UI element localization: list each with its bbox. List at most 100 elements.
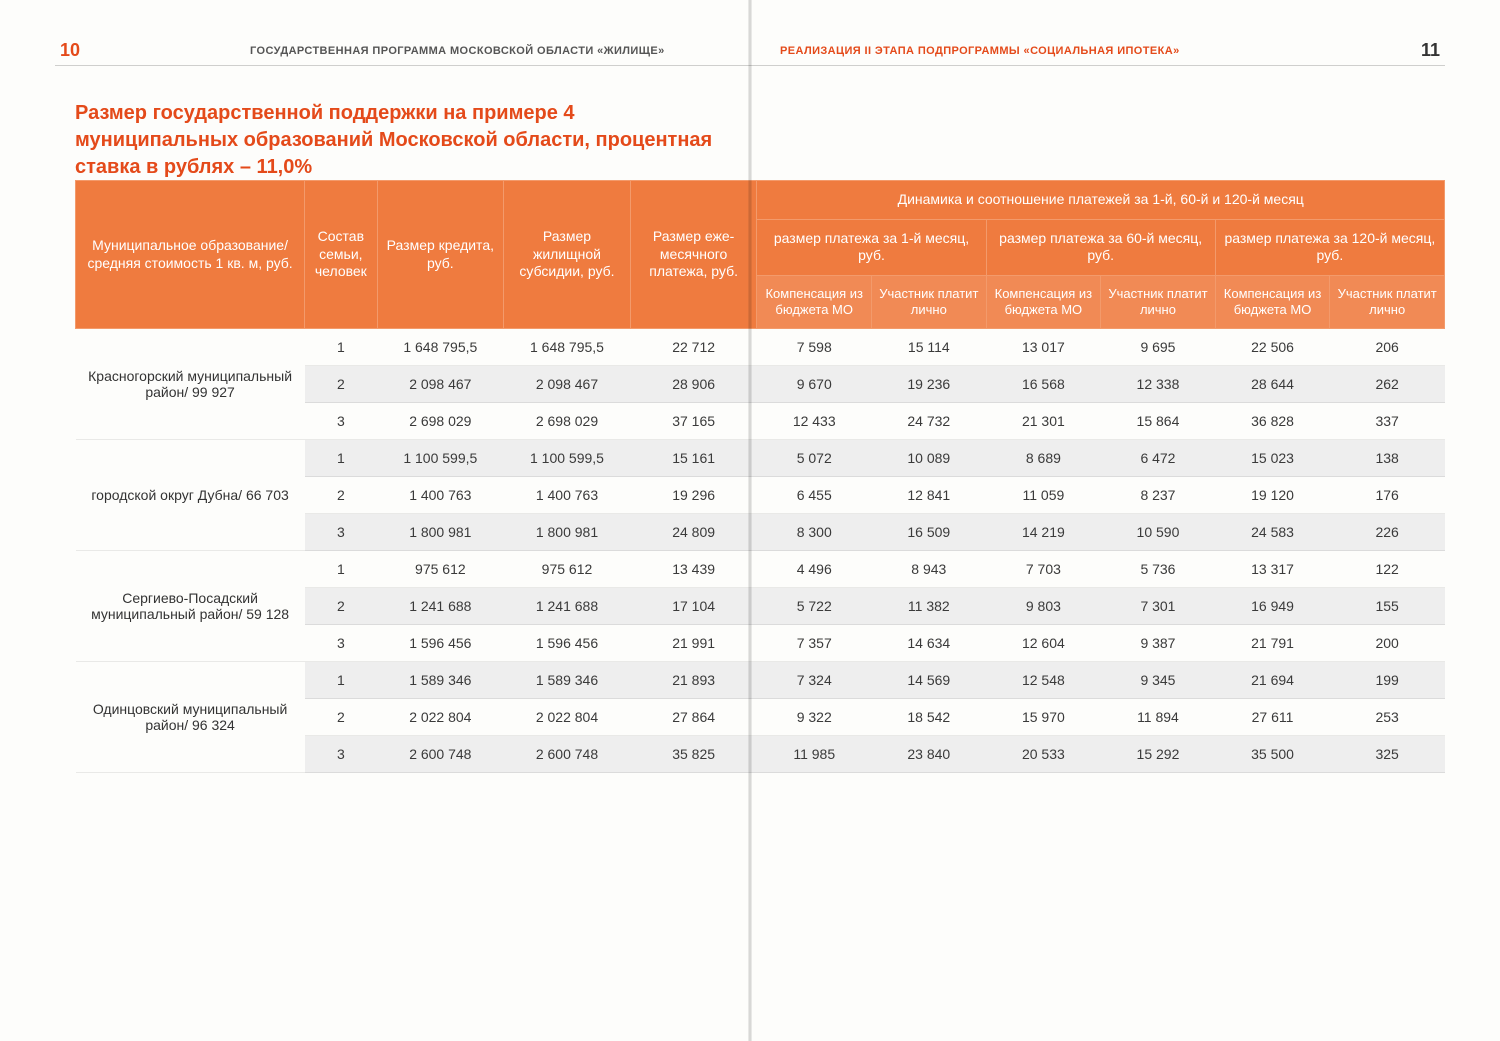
cell-m1-self: 16 509	[872, 514, 987, 551]
table-row: Сергиево-Посадский муниципальный район/ …	[76, 551, 1445, 588]
col-m60-comp: Компенсация из бюджета МО	[986, 275, 1101, 329]
cell-m120-comp: 28 644	[1215, 366, 1330, 403]
cell-monthly: 13 439	[630, 551, 757, 588]
cell-credit: 1 596 456	[377, 625, 504, 662]
cell-m1-comp: 4 496	[757, 551, 872, 588]
col-m1: размер платежа за 1-й месяц, руб.	[757, 219, 986, 275]
cell-m120-comp: 35 500	[1215, 736, 1330, 773]
col-subsidy: Размер жилищной субсидии, руб.	[504, 181, 631, 329]
cell-m1-comp: 9 322	[757, 699, 872, 736]
cell-credit: 2 698 029	[377, 403, 504, 440]
cell-credit: 1 241 688	[377, 588, 504, 625]
cell-credit: 1 648 795,5	[377, 329, 504, 366]
cell-m60-comp: 13 017	[986, 329, 1101, 366]
cell-m1-comp: 12 433	[757, 403, 872, 440]
cell-m120-comp: 21 791	[1215, 625, 1330, 662]
cell-m120-comp: 13 317	[1215, 551, 1330, 588]
running-head-left: ГОСУДАРСТВЕННАЯ ПРОГРАММА МОСКОВСКОЙ ОБЛ…	[250, 45, 665, 57]
cell-m60-self: 9 695	[1101, 329, 1216, 366]
cell-credit: 975 612	[377, 551, 504, 588]
table-row: Одинцовский муниципальный район/ 96 3241…	[76, 662, 1445, 699]
cell-subsidy: 975 612	[504, 551, 631, 588]
col-monthly: Размер еже­месячного платежа, руб.	[630, 181, 757, 329]
cell-subsidy: 1 596 456	[504, 625, 631, 662]
cell-m120-comp: 24 583	[1215, 514, 1330, 551]
cell-m1-self: 11 382	[872, 588, 987, 625]
col-credit: Размер кредита, руб.	[377, 181, 504, 329]
cell-m60-self: 9 345	[1101, 662, 1216, 699]
cell-municipality: Одинцовский муниципальный район/ 96 324	[76, 662, 305, 773]
col-m120: размер платежа за 120-й месяц, руб.	[1215, 219, 1444, 275]
cell-m120-comp: 19 120	[1215, 477, 1330, 514]
cell-m60-self: 11 894	[1101, 699, 1216, 736]
cell-m1-comp: 5 072	[757, 440, 872, 477]
cell-credit: 1 800 981	[377, 514, 504, 551]
cell-m120-self: 206	[1330, 329, 1445, 366]
cell-m1-self: 19 236	[872, 366, 987, 403]
data-table-wrap: Муниципальное образование/ средняя стоим…	[75, 180, 1445, 996]
running-head-right: РЕАЛИЗАЦИЯ II ЭТАПА ПОДПРОГРАММЫ «СОЦИАЛ…	[780, 45, 1180, 57]
cell-monthly: 35 825	[630, 736, 757, 773]
cell-m60-self: 5 736	[1101, 551, 1216, 588]
cell-m1-self: 23 840	[872, 736, 987, 773]
cell-credit: 1 100 599,5	[377, 440, 504, 477]
col-m60-self: Участник платит лично	[1101, 275, 1216, 329]
cell-family-size: 3	[305, 736, 377, 773]
cell-m120-self: 122	[1330, 551, 1445, 588]
col-family-size: Состав семьи, человек	[305, 181, 377, 329]
col-m1-comp: Компенсация из бюджета МО	[757, 275, 872, 329]
cell-subsidy: 1 241 688	[504, 588, 631, 625]
cell-family-size: 2	[305, 699, 377, 736]
cell-m120-self: 325	[1330, 736, 1445, 773]
cell-m120-comp: 36 828	[1215, 403, 1330, 440]
cell-subsidy: 1 400 763	[504, 477, 631, 514]
cell-credit: 2 098 467	[377, 366, 504, 403]
cell-m1-self: 10 089	[872, 440, 987, 477]
cell-m60-comp: 12 548	[986, 662, 1101, 699]
cell-family-size: 2	[305, 366, 377, 403]
cell-m60-self: 15 292	[1101, 736, 1216, 773]
cell-family-size: 1	[305, 662, 377, 699]
cell-monthly: 21 991	[630, 625, 757, 662]
cell-family-size: 3	[305, 403, 377, 440]
cell-m120-self: 138	[1330, 440, 1445, 477]
cell-m60-self: 9 387	[1101, 625, 1216, 662]
cell-m1-comp: 11 985	[757, 736, 872, 773]
page-number-left: 10	[60, 40, 80, 61]
col-municipality: Муниципальное образование/ средняя стоим…	[76, 181, 305, 329]
cell-family-size: 3	[305, 514, 377, 551]
cell-credit: 2 600 748	[377, 736, 504, 773]
col-m120-comp: Компенсация из бюджета МО	[1215, 275, 1330, 329]
cell-m60-comp: 20 533	[986, 736, 1101, 773]
top-rule	[55, 65, 1445, 66]
cell-m60-comp: 21 301	[986, 403, 1101, 440]
cell-subsidy: 1 800 981	[504, 514, 631, 551]
cell-municipality: городской округ Дубна/ 66 703	[76, 440, 305, 551]
cell-subsidy: 1 589 346	[504, 662, 631, 699]
cell-m120-self: 262	[1330, 366, 1445, 403]
col-m120-self: Участник платит лично	[1330, 275, 1445, 329]
page-title: Размер государственной поддержки на прим…	[75, 100, 730, 181]
cell-m1-self: 18 542	[872, 699, 987, 736]
cell-municipality: Сергиево-Посадский муниципальный район/ …	[76, 551, 305, 662]
cell-m60-self: 7 301	[1101, 588, 1216, 625]
cell-m60-comp: 11 059	[986, 477, 1101, 514]
cell-m60-comp: 12 604	[986, 625, 1101, 662]
cell-m1-comp: 6 455	[757, 477, 872, 514]
cell-m1-self: 24 732	[872, 403, 987, 440]
cell-monthly: 17 104	[630, 588, 757, 625]
page-number-right: 11	[1421, 40, 1440, 61]
cell-m60-self: 8 237	[1101, 477, 1216, 514]
cell-m120-comp: 22 506	[1215, 329, 1330, 366]
cell-m1-comp: 8 300	[757, 514, 872, 551]
cell-family-size: 1	[305, 329, 377, 366]
cell-m60-self: 6 472	[1101, 440, 1216, 477]
cell-family-size: 1	[305, 440, 377, 477]
cell-m120-comp: 15 023	[1215, 440, 1330, 477]
cell-monthly: 19 296	[630, 477, 757, 514]
cell-m60-comp: 15 970	[986, 699, 1101, 736]
cell-family-size: 1	[305, 551, 377, 588]
cell-m1-comp: 9 670	[757, 366, 872, 403]
cell-m1-comp: 5 722	[757, 588, 872, 625]
cell-subsidy: 2 600 748	[504, 736, 631, 773]
